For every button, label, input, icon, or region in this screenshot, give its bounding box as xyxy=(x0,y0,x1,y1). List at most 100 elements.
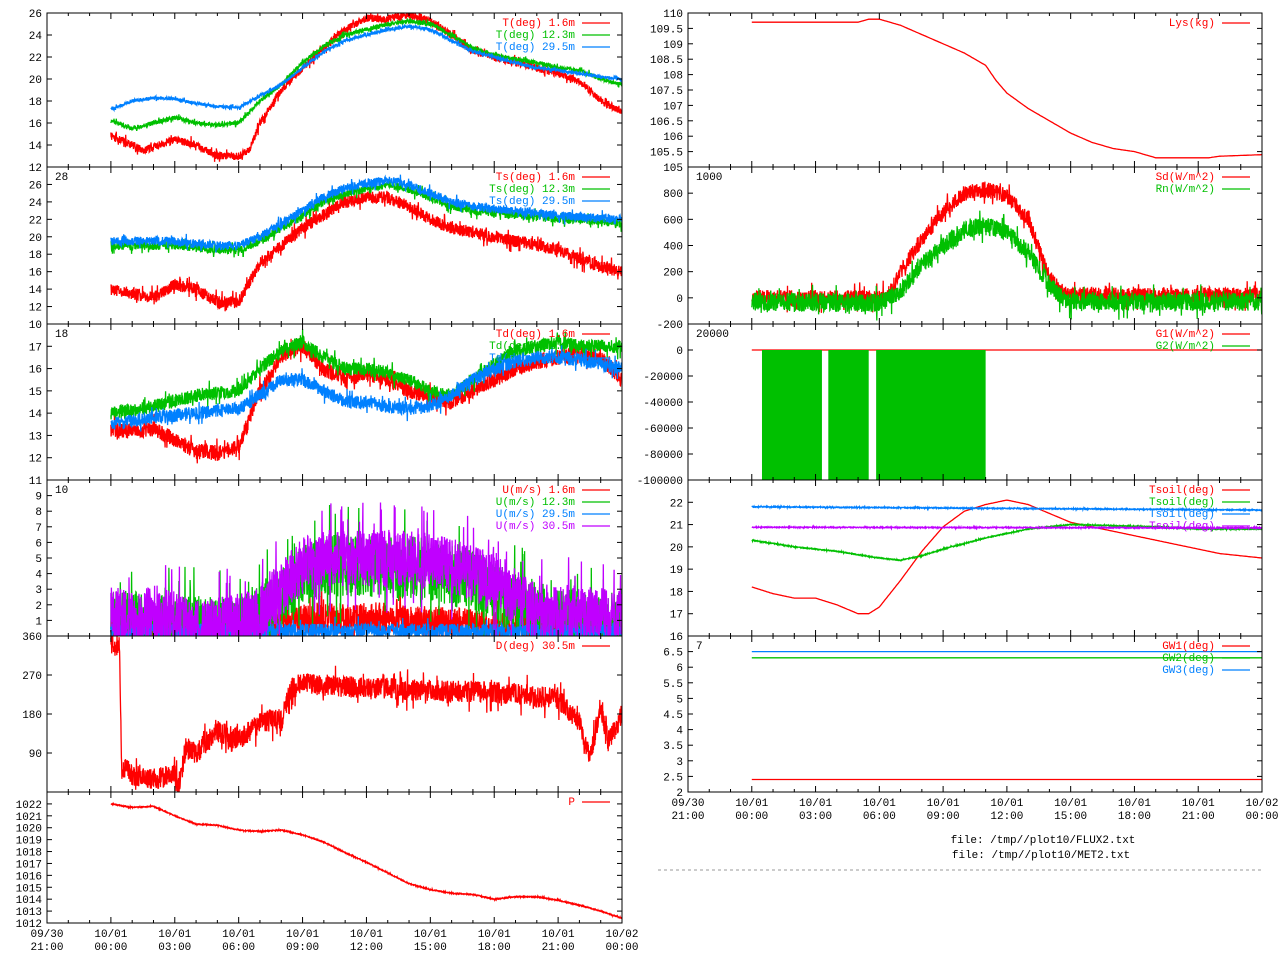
y-tick-label: -40000 xyxy=(643,398,683,410)
x-tick-label-time: 00:00 xyxy=(1245,811,1278,823)
y-tick-label: 1021 xyxy=(16,812,43,824)
y-tick-label: 1013 xyxy=(16,907,42,919)
series-line xyxy=(110,337,622,464)
x-tick-label-date: 10/01 xyxy=(94,929,127,941)
legend-label: Sd(W/m^2) xyxy=(1156,172,1215,184)
series-group xyxy=(110,174,622,312)
y-tick-label: 22 xyxy=(29,53,42,65)
legend-label: Ts(deg) 1.6m xyxy=(496,172,576,184)
y-tick-label: 1015 xyxy=(16,883,42,895)
x-tick-label-date: 10/01 xyxy=(735,798,768,810)
x-tick-label-time: 03:00 xyxy=(799,811,832,823)
y-tick-label: 7 xyxy=(35,523,42,535)
legend-label: Rn(W/m^2) xyxy=(1156,184,1215,196)
chart-panel-8: -100000 -80000 -60000 -40000 -20000 0 20000 G1(… xyxy=(637,323,1263,488)
chart-panel-10: 22.533.544.555.566.5709/3021:0010/0100:0… xyxy=(663,635,1279,823)
y-tick-label: 108.5 xyxy=(650,55,683,67)
legend-label: Tsoil(deg) xyxy=(1149,509,1215,521)
y-tick-label: 24 xyxy=(29,31,43,43)
x-tick-label-date: 10/01 xyxy=(1118,798,1151,810)
y-tick-label: 16 xyxy=(670,632,683,644)
y-tick-label: 22 xyxy=(670,498,683,510)
y-tick-label: 1020 xyxy=(16,824,42,836)
series-line xyxy=(110,174,622,253)
y-tick-label: 1022 xyxy=(16,800,42,812)
bar-mark xyxy=(828,350,869,480)
bar-mark xyxy=(876,350,986,480)
y-tick-label: 16 xyxy=(29,268,42,280)
legend-label: Ts(deg) 12.3m xyxy=(489,184,575,196)
x-tick-label-time: 00:00 xyxy=(735,811,768,823)
series-line xyxy=(110,17,622,132)
plot-frame xyxy=(687,12,1263,168)
series-group xyxy=(110,329,622,464)
y-tick-label: 7 xyxy=(696,641,703,653)
y-tick-label: 12 xyxy=(29,303,42,315)
legend-label: U(m/s) 29.5m xyxy=(496,509,576,521)
y-tick-label: 6 xyxy=(676,663,683,675)
y-tick-label: 9 xyxy=(35,492,42,504)
y-tick-label: 6.5 xyxy=(663,648,683,660)
bar-mark xyxy=(761,350,822,480)
x-tick-label-time: 21:00 xyxy=(1182,811,1215,823)
legend-label: Lys(kg) xyxy=(1169,18,1215,30)
y-tick-label: 200 xyxy=(663,268,683,280)
y-tick-label: -20000 xyxy=(643,372,683,384)
y-tick-label: 24 xyxy=(29,198,43,210)
y-tick-label: 14 xyxy=(29,409,43,421)
x-tick-label-time: 21:00 xyxy=(542,942,575,954)
y-tick-label: 1016 xyxy=(16,871,42,883)
series-line xyxy=(751,524,1262,532)
chart-panel-9: 16171819202122Tsoil(deg)Tsoil(deg)Tsoil(… xyxy=(670,479,1263,644)
y-tick-label: 20000 xyxy=(696,329,729,341)
series-group xyxy=(751,18,1262,159)
y-tick-label: 20 xyxy=(29,75,42,87)
y-tick-label: 106.5 xyxy=(650,117,683,129)
y-tick-label: 2.5 xyxy=(663,772,683,784)
legend-label: T(deg) 1.6m xyxy=(502,18,575,30)
y-tick-label: 105.5 xyxy=(650,148,683,160)
x-tick-label-date: 09/30 xyxy=(30,929,63,941)
y-tick-label: 16 xyxy=(29,119,42,131)
x-tick-label-time: 00:00 xyxy=(94,942,127,954)
y-tick-label: 12 xyxy=(29,163,42,175)
y-tick-label: 13 xyxy=(29,431,42,443)
legend-label: T(deg) 12.3m xyxy=(496,30,576,42)
y-tick-label: 4.5 xyxy=(663,710,683,722)
x-tick-label-date: 10/02 xyxy=(1245,798,1278,810)
y-tick-label: 106 xyxy=(663,132,683,144)
x-tick-label-time: 06:00 xyxy=(222,942,255,954)
legend-label: GW3(deg) xyxy=(1162,665,1215,677)
y-tick-label: 0 xyxy=(676,294,683,306)
legend-label: GW1(deg) xyxy=(1162,641,1215,653)
y-tick-label: 17 xyxy=(670,610,683,622)
chart-panel-7: -200 0 200 400 600 800 1000 Sd(W/m^2)Rn(W/m^2) xyxy=(657,166,1263,332)
y-tick-label: 12 xyxy=(29,454,42,466)
series-line xyxy=(110,345,622,432)
x-tick-label-date: 09/30 xyxy=(671,798,704,810)
x-tick-label-time: 15:00 xyxy=(1054,811,1087,823)
y-tick-label: 108 xyxy=(663,71,683,83)
x-tick-label-date: 10/01 xyxy=(990,798,1023,810)
x-tick-label-time: 03:00 xyxy=(158,942,191,954)
y-tick-label: 1 xyxy=(35,616,42,628)
legend-label: Tsoil(deg) xyxy=(1149,521,1215,533)
legend-label: Td(deg) 1.6m xyxy=(496,329,576,341)
x-tick-label-date: 10/01 xyxy=(478,929,511,941)
x-tick-label-date: 10/02 xyxy=(605,929,638,941)
y-tick-label: 18 xyxy=(670,587,683,599)
series-line xyxy=(110,636,622,792)
y-tick-label: 28 xyxy=(55,172,68,184)
y-tick-label: 18 xyxy=(29,97,42,109)
x-tick-label-time: 09:00 xyxy=(286,942,319,954)
chart-panel-4: 90 180 270 360 D(deg) 30.5m xyxy=(22,632,623,793)
legend-label: Tsoil(deg) xyxy=(1149,497,1215,509)
y-tick-label: 107.5 xyxy=(650,86,683,98)
y-tick-label: 180 xyxy=(22,710,42,722)
y-tick-label: -80000 xyxy=(643,450,683,462)
series-line xyxy=(751,210,1262,321)
x-tick-label-date: 10/01 xyxy=(286,929,319,941)
